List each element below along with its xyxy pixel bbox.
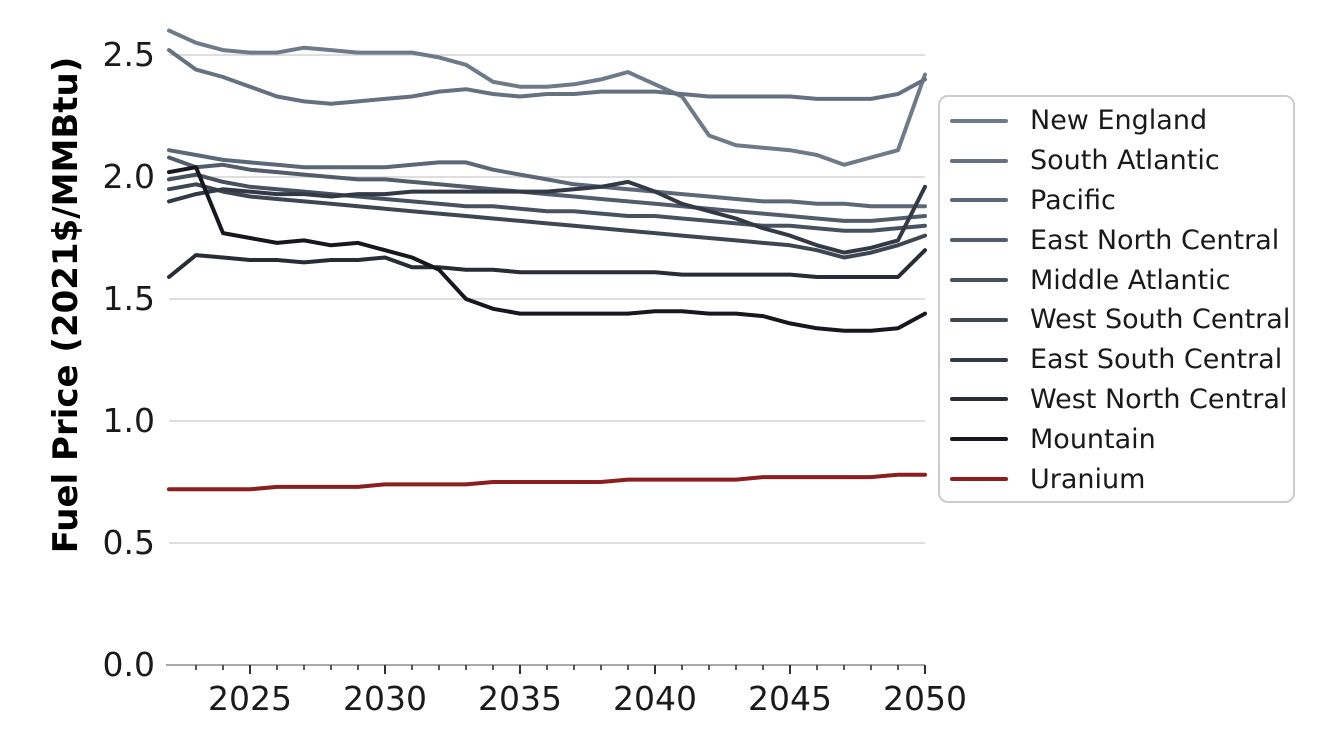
series-line-east-south-central (167, 179, 927, 255)
legend-swatch-middle-atlantic (950, 278, 1008, 283)
legend-label-pacific: Pacific (1030, 184, 1116, 216)
y-tick-label-0.5: 0.5 (103, 523, 155, 562)
legend-swatch-east-south-central (950, 357, 1008, 362)
x-tick-label-2045: 2045 (748, 679, 832, 718)
legend-item-east-north-central: East North Central (940, 220, 1293, 260)
legend-label-west-north-central: West North Central (1030, 383, 1288, 415)
legend-swatch-uranium (950, 477, 1008, 482)
legend-swatch-west-north-central (950, 397, 1008, 402)
legend-item-west-north-central: West North Central (940, 380, 1293, 420)
legend-item-south-atlantic: South Atlantic (940, 141, 1293, 181)
legend-label-east-north-central: East North Central (1030, 224, 1280, 256)
legend-item-new-england: New England (940, 101, 1293, 141)
legend-item-middle-atlantic: Middle Atlantic (940, 260, 1293, 300)
legend-swatch-west-south-central (950, 317, 1008, 322)
series-line-new-england (167, 28, 927, 167)
y-tick-label-2: 2.0 (103, 157, 155, 196)
series-line-east-north-central (167, 155, 927, 223)
x-tick-label-2025: 2025 (208, 679, 292, 718)
legend-label-west-south-central: West South Central (1030, 304, 1291, 336)
series-line-south-atlantic (167, 48, 927, 106)
legend-label-south-atlantic: South Atlantic (1030, 145, 1220, 177)
legend-swatch-south-atlantic (950, 158, 1008, 163)
series-line-pacific (167, 148, 927, 209)
series-line-mountain (167, 165, 927, 333)
x-tick-label-2050: 2050 (883, 679, 967, 718)
legend-swatch-pacific (950, 198, 1008, 203)
series-line-west-north-central (167, 248, 927, 279)
legend-label-new-england: New England (1030, 105, 1208, 137)
legend-swatch-new-england (950, 118, 1008, 123)
x-tick-label-2030: 2030 (343, 679, 427, 718)
y-tick-label-1: 1.0 (103, 401, 155, 440)
x-tick-label-2035: 2035 (478, 679, 562, 718)
x-tick-label-2040: 2040 (613, 679, 697, 718)
series-line-uranium (167, 472, 927, 492)
series-line-west-south-central (167, 182, 927, 260)
legend-item-west-south-central: West South Central (940, 300, 1293, 340)
y-tick-label-0: 0.0 (103, 645, 155, 684)
legend-item-east-south-central: East South Central (940, 340, 1293, 380)
series-line-middle-atlantic (167, 172, 927, 233)
legend-label-mountain: Mountain (1030, 423, 1156, 455)
y-axis-label: Fuel Price (2021$/MMBtu) (46, 56, 86, 554)
legend-item-pacific: Pacific (940, 181, 1293, 221)
legend-label-uranium: Uranium (1030, 463, 1146, 495)
chart-legend: New England South Atlantic Pacific East Nor… (938, 95, 1295, 503)
legend-label-middle-atlantic: Middle Atlantic (1030, 264, 1231, 296)
legend-label-east-south-central: East South Central (1030, 344, 1283, 376)
y-tick-label-1.5: 1.5 (103, 279, 155, 318)
y-tick-label-2.5: 2.5 (103, 35, 155, 74)
legend-item-mountain: Mountain (940, 419, 1293, 459)
legend-item-uranium: Uranium (940, 459, 1293, 499)
legend-swatch-east-north-central (950, 238, 1008, 243)
legend-swatch-mountain (950, 437, 1008, 442)
